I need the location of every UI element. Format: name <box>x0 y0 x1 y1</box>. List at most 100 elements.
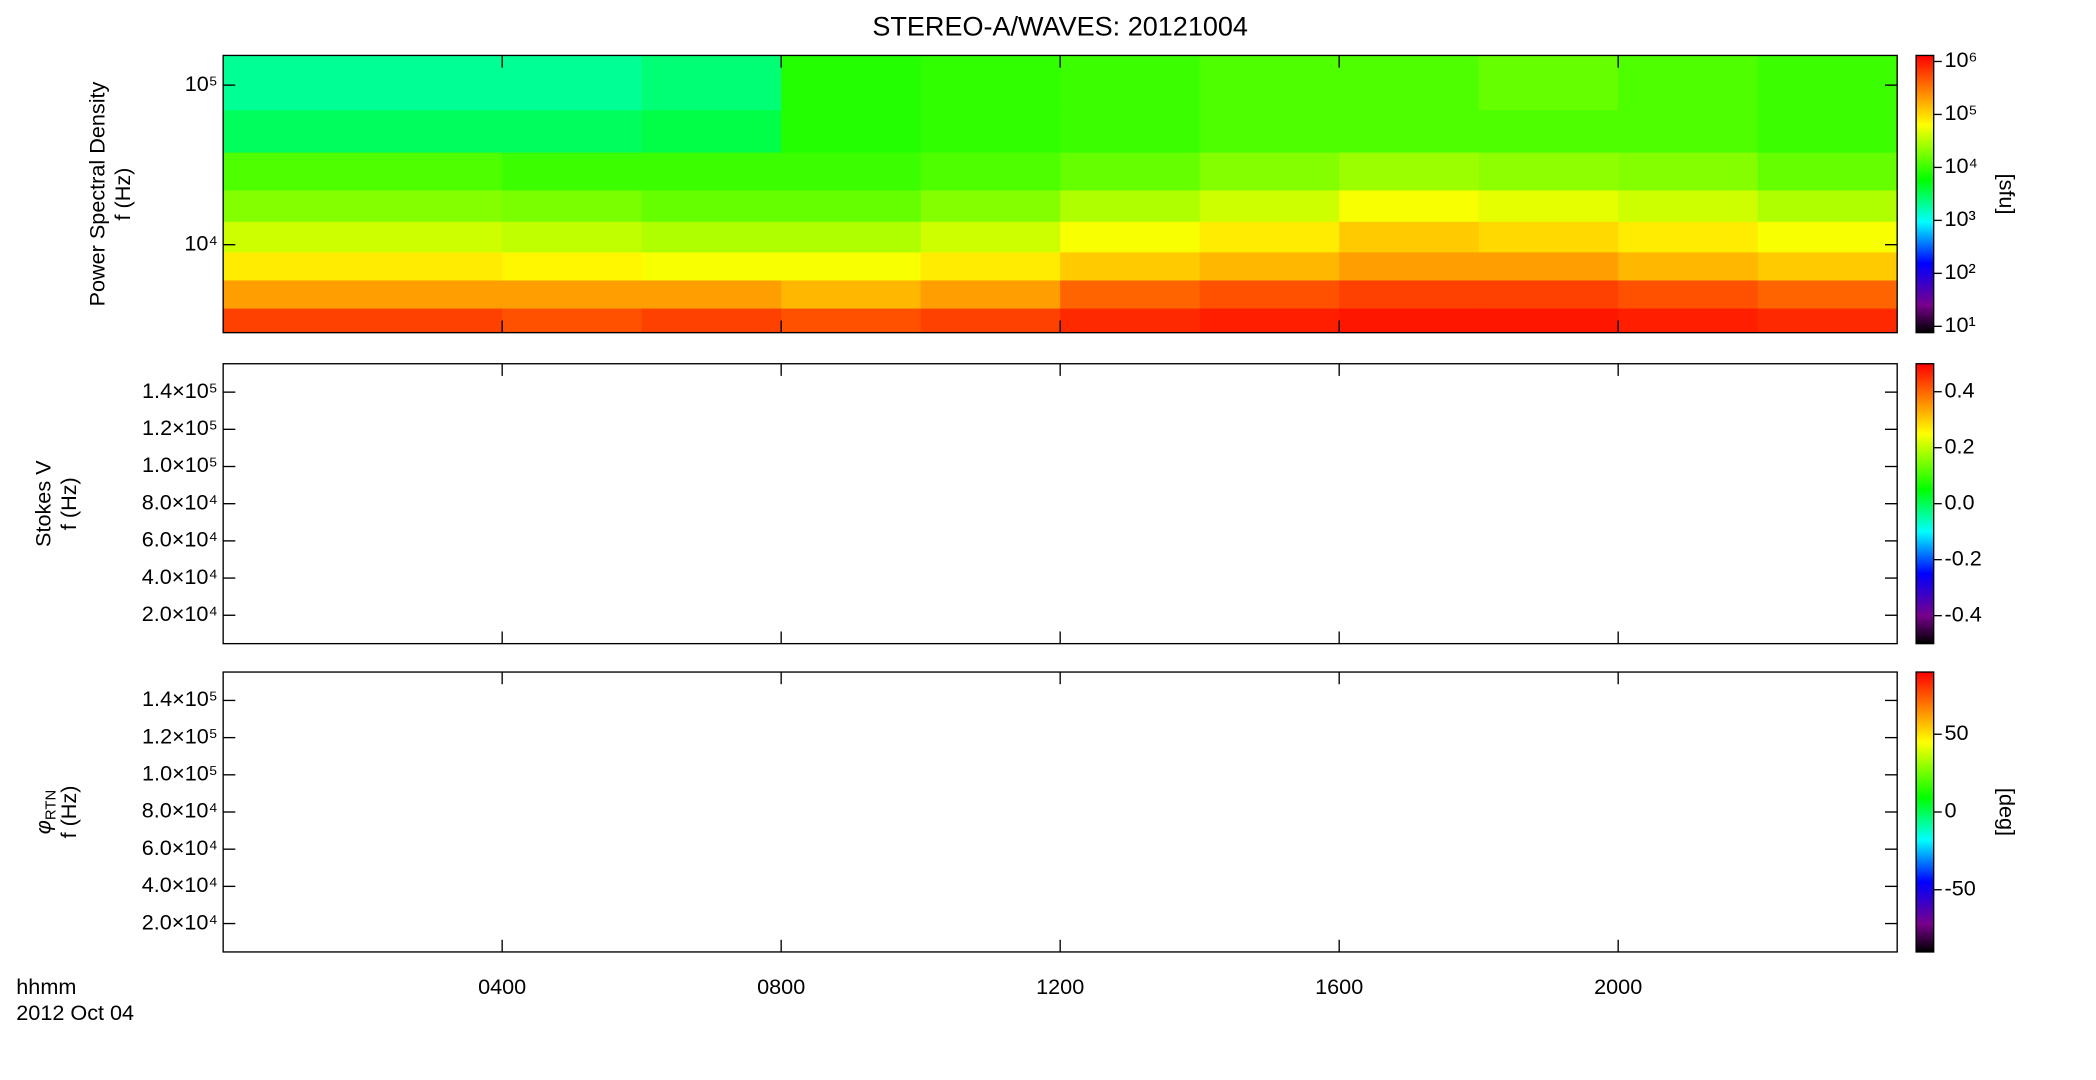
heatmap-cell <box>1478 152 1619 191</box>
heatmap-cell <box>223 251 364 281</box>
y-axis-label: Power Spectral Density <box>84 81 109 306</box>
heatmap-cell <box>1199 221 1340 253</box>
heatmap-cell <box>1339 251 1480 281</box>
heatmap-cell <box>920 109 1061 153</box>
heatmap-cell <box>1199 152 1340 191</box>
y-tick-label: 10⁵ <box>185 71 218 96</box>
heatmap-cell <box>362 152 503 191</box>
heatmap-cell <box>1618 280 1759 309</box>
heatmap-cell <box>781 190 922 222</box>
colorbar-tick-label: 10⁶ <box>1945 47 1978 72</box>
heatmap-cell <box>641 308 782 334</box>
heatmap-cell <box>502 280 643 309</box>
colorbar-tick-label: 10² <box>1945 259 1976 284</box>
heatmap-cell <box>1478 221 1619 253</box>
colorbar-tick-label: -0.4 <box>1945 601 1982 626</box>
y-axis-label: Stokes V <box>30 460 55 547</box>
y-tick-label: 10⁴ <box>184 230 217 255</box>
heatmap-cell <box>1199 251 1340 281</box>
heatmap-cell <box>1339 280 1480 309</box>
heatmap-cell <box>781 308 922 334</box>
heatmap-cell <box>781 280 922 309</box>
heatmap-cell <box>223 55 364 111</box>
heatmap-cell <box>502 308 643 334</box>
heatmap-cell <box>1757 190 1898 222</box>
heatmap-cell <box>362 190 503 222</box>
heatmap-cell <box>1478 109 1619 153</box>
y-tick-label: 6.0×10⁴ <box>142 527 218 552</box>
heatmap-cell <box>641 221 782 253</box>
heatmap-cell <box>920 55 1061 111</box>
colorbar-tick-label: -50 <box>1945 875 1976 900</box>
heatmap-cell <box>1757 109 1898 153</box>
y-axis-label: φRTN <box>30 790 59 834</box>
x-axis-label: hhmm <box>16 974 76 999</box>
x-tick-label: 0400 <box>478 974 526 999</box>
heatmap-cell <box>362 55 503 111</box>
y-axis-label: f (Hz) <box>56 786 81 839</box>
y-tick-label: 1.0×10⁵ <box>142 452 218 477</box>
heatmap-cell <box>641 190 782 222</box>
heatmap-cell <box>362 109 503 153</box>
colorbar <box>1915 671 1935 953</box>
y-tick-label: 1.2×10⁵ <box>142 415 218 440</box>
heatmap-cell <box>920 190 1061 222</box>
heatmap-cell <box>502 221 643 253</box>
y-tick-label: 1.0×10⁵ <box>142 761 218 786</box>
heatmap-cell <box>920 280 1061 309</box>
chart-title: STEREO-A/WAVES: 20121004 <box>872 12 1248 42</box>
x-tick-label: 1600 <box>1315 974 1363 999</box>
colorbar <box>1915 54 1935 334</box>
heatmap-cell <box>1478 55 1619 111</box>
y-tick-label: 4.0×10⁴ <box>142 564 218 589</box>
heatmap-cell <box>362 280 503 309</box>
heatmap-cell <box>502 190 643 222</box>
heatmap-cell <box>1339 55 1480 111</box>
y-tick-label: 1.2×10⁵ <box>142 723 218 748</box>
heatmap-cell <box>1757 251 1898 281</box>
heatmap-cell <box>781 109 922 153</box>
colorbar-tick-label: 0 <box>1945 798 1957 823</box>
heatmap-cell <box>223 280 364 309</box>
heatmap-cell <box>1060 308 1201 334</box>
y-tick-label: 2.0×10⁴ <box>142 909 218 934</box>
heatmap-cell <box>1339 221 1480 253</box>
heatmap-cell <box>1199 308 1340 334</box>
heatmap-cell <box>641 109 782 153</box>
x-tick-label: 0800 <box>757 974 805 999</box>
heatmap-cell <box>641 280 782 309</box>
y-tick-label: 8.0×10⁴ <box>142 798 218 823</box>
heatmap-cell <box>1757 308 1898 334</box>
heatmap-cell <box>1757 152 1898 191</box>
heatmap-cell <box>223 221 364 253</box>
colorbar-tick-label: 10³ <box>1945 206 1976 231</box>
heatmap-cell <box>1060 55 1201 111</box>
heatmap-cell <box>641 55 782 111</box>
heatmap-cell <box>1757 55 1898 111</box>
heatmap-cell <box>1339 152 1480 191</box>
heatmap-cell <box>223 190 364 222</box>
heatmap-cell <box>1199 280 1340 309</box>
heatmap-cell <box>920 308 1061 334</box>
heatmap-cell <box>1060 251 1201 281</box>
colorbar-tick-label: 50 <box>1945 720 1969 745</box>
heatmap-cell <box>1618 221 1759 253</box>
heatmap-cell <box>502 152 643 191</box>
heatmap-cell <box>1339 109 1480 153</box>
heatmap-cell <box>1618 190 1759 222</box>
colorbar-tick-label: 0.0 <box>1945 489 1975 514</box>
heatmap-cell <box>1199 190 1340 222</box>
y-axis-label-subscript: RTN <box>43 790 59 820</box>
heatmap-cell <box>781 251 922 281</box>
heatmap-cell <box>362 251 503 281</box>
colorbar-tick-label: 10¹ <box>1945 312 1976 337</box>
heatmap-cell <box>502 55 643 111</box>
heatmap-cell <box>1478 308 1619 334</box>
heatmap-cell <box>1339 308 1480 334</box>
heatmap-cell <box>1478 190 1619 222</box>
heatmap-cell <box>1618 55 1759 111</box>
heatmap-cell <box>641 152 782 191</box>
heatmap-cell <box>781 152 922 191</box>
